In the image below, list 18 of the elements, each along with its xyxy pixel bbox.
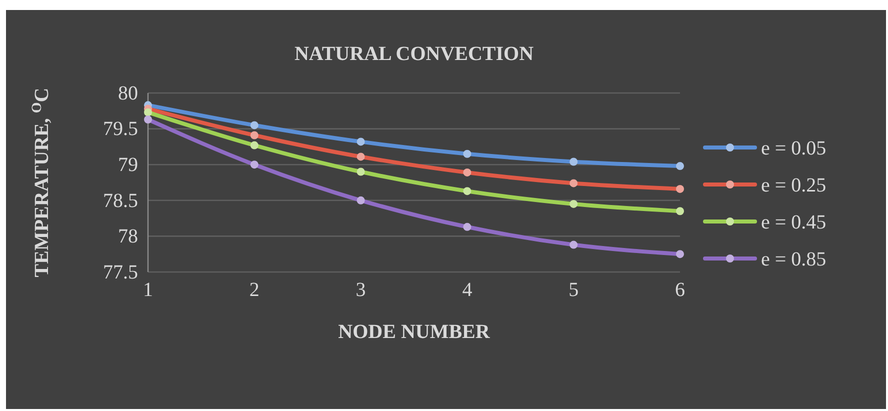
chart-title: NATURAL CONVECTION: [294, 43, 534, 65]
x-tick-label: 4: [462, 279, 472, 302]
y-tick-label: 78.5: [103, 190, 138, 212]
x-axis-title: NODE NUMBER: [338, 321, 490, 343]
x-tick-label: 6: [675, 279, 685, 302]
legend-label: e = 0.85: [761, 248, 826, 270]
y-tick-label: 78: [118, 226, 138, 248]
legend-label: e = 0.45: [761, 212, 826, 234]
x-tick-label: 5: [568, 279, 579, 302]
y-tick-label: 79: [118, 154, 138, 176]
x-tick-label: 1: [143, 279, 153, 302]
x-tick-label: 2: [249, 279, 260, 302]
y-tick-label: 80: [118, 82, 138, 104]
x-tick-label: 3: [356, 279, 366, 302]
y-tick-label: 79.5: [103, 118, 138, 140]
y-tick-label: 77.5: [103, 261, 138, 284]
legend-label: e = 0.25: [761, 174, 826, 196]
legend-label: e = 0.05: [761, 138, 826, 160]
